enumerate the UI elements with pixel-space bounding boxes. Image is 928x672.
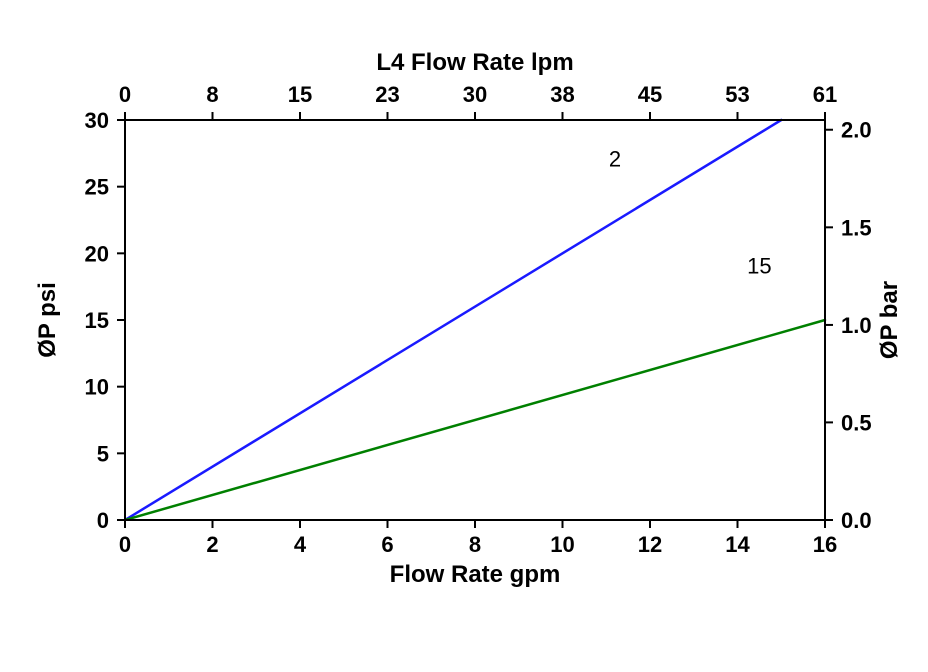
- axis-title-top: L4 Flow Rate lpm: [376, 49, 573, 76]
- y-left-tick-label: 30: [85, 108, 109, 133]
- y-left-tick-label: 5: [97, 441, 109, 466]
- x-bottom-tick-label: 14: [725, 532, 750, 557]
- axis-title-left: ØP psi: [34, 282, 61, 358]
- x-top-tick-label: 38: [550, 82, 574, 107]
- series-label-2: 2: [609, 147, 621, 172]
- x-bottom-tick-label: 8: [469, 532, 481, 557]
- x-bottom-tick-label: 2: [206, 532, 218, 557]
- x-bottom-tick-label: 6: [381, 532, 393, 557]
- y-left-tick-label: 10: [85, 375, 109, 400]
- x-top-tick-label: 61: [813, 82, 837, 107]
- line-chart: 0 2 4 6 8 10 12 14 16 0 8 15 23 30 38 45 53 61 0 5 10 15 20 25 3…: [0, 0, 928, 672]
- x-bottom-tick-label: 12: [638, 532, 662, 557]
- series-label-15: 15: [747, 253, 771, 278]
- y-left-tick-label: 0: [97, 508, 109, 533]
- y-right-tick-label: 0.0: [841, 508, 872, 533]
- x-top-tick-label: 8: [206, 82, 218, 107]
- x-top-tick-label: 30: [463, 82, 487, 107]
- axis-title-right: ØP bar: [876, 281, 903, 359]
- plot-area: [125, 120, 825, 520]
- y-right-tick-label: 1.0: [841, 313, 872, 338]
- x-top-tick-label: 0: [119, 82, 131, 107]
- y-right-tick-label: 1.5: [841, 215, 872, 240]
- x-top-tick-label: 15: [288, 82, 312, 107]
- x-top-tick-label: 45: [638, 82, 662, 107]
- x-bottom-tick-label: 0: [119, 532, 131, 557]
- x-top-tick-label: 53: [725, 82, 749, 107]
- y-left-tick-label: 20: [85, 241, 109, 266]
- y-right-tick-label: 0.5: [841, 410, 872, 435]
- axis-title-bottom: Flow Rate gpm: [390, 561, 561, 588]
- chart-container: 0 2 4 6 8 10 12 14 16 0 8 15 23 30 38 45 53 61 0 5 10 15 20 25 3…: [0, 0, 928, 672]
- x-bottom-tick-label: 4: [294, 532, 307, 557]
- x-bottom-tick-label: 10: [550, 532, 574, 557]
- y-left-tick-label: 15: [85, 308, 109, 333]
- y-right-tick-label: 2.0: [841, 118, 872, 143]
- x-top-tick-label: 23: [375, 82, 399, 107]
- x-bottom-tick-label: 16: [813, 532, 837, 557]
- y-left-tick-label: 25: [85, 175, 109, 200]
